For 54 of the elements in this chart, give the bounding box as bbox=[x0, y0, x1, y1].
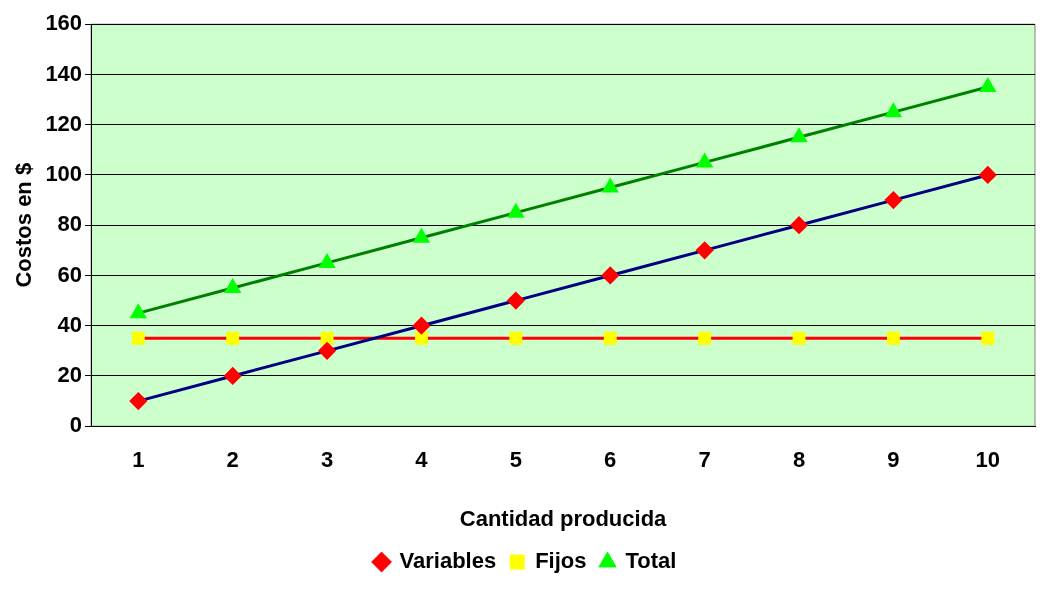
x-tick-label: 1 bbox=[132, 447, 145, 473]
point bbox=[698, 331, 712, 345]
point bbox=[696, 241, 714, 259]
y-tick-label: 0 bbox=[69, 412, 83, 438]
y-tick-label: 60 bbox=[57, 261, 83, 287]
point bbox=[129, 392, 147, 410]
point bbox=[224, 367, 242, 385]
point bbox=[886, 331, 900, 345]
point bbox=[509, 331, 523, 345]
y-tick-label: 20 bbox=[57, 362, 83, 388]
y-tick-label: 160 bbox=[45, 10, 83, 36]
x-tick-label: 10 bbox=[975, 447, 1001, 473]
point bbox=[415, 331, 428, 345]
point bbox=[413, 229, 430, 243]
point bbox=[318, 342, 336, 360]
point bbox=[131, 331, 145, 345]
x-tick-label: 6 bbox=[604, 447, 617, 473]
point bbox=[601, 266, 619, 284]
point bbox=[980, 78, 996, 93]
y-axis-title: Costos en $ bbox=[11, 162, 37, 288]
x-tick-label: 2 bbox=[226, 447, 239, 473]
point bbox=[981, 331, 995, 345]
y-tick-label: 40 bbox=[57, 311, 83, 337]
point bbox=[412, 317, 430, 335]
point bbox=[508, 204, 524, 218]
x-tick-label: 8 bbox=[792, 447, 806, 473]
point bbox=[226, 331, 240, 345]
point bbox=[319, 254, 335, 268]
x-tick-label: 4 bbox=[415, 447, 429, 473]
point bbox=[885, 103, 901, 118]
point bbox=[320, 331, 334, 345]
point bbox=[791, 128, 807, 143]
point bbox=[602, 179, 618, 193]
point bbox=[979, 166, 997, 184]
point bbox=[884, 191, 902, 209]
legend-label: Variables bbox=[399, 548, 497, 574]
x-axis-title: Cantidad producida bbox=[459, 505, 668, 531]
y-tick-label: 80 bbox=[57, 211, 83, 237]
x-tick-label: 7 bbox=[698, 447, 711, 473]
legend-label: Total bbox=[625, 548, 677, 574]
point bbox=[507, 292, 525, 310]
point bbox=[603, 331, 617, 345]
x-tick-label: 9 bbox=[887, 447, 900, 473]
point bbox=[790, 216, 808, 234]
point bbox=[130, 304, 146, 319]
point bbox=[697, 153, 713, 168]
x-tick-label: 5 bbox=[509, 447, 522, 473]
x-tick-label: 3 bbox=[320, 447, 334, 473]
point bbox=[792, 331, 806, 345]
point bbox=[225, 279, 241, 294]
legend-label: Fijos bbox=[535, 548, 587, 574]
y-tick-label: 100 bbox=[45, 161, 83, 187]
y-tick-label: 140 bbox=[45, 60, 83, 86]
y-tick-label: 120 bbox=[45, 110, 83, 136]
